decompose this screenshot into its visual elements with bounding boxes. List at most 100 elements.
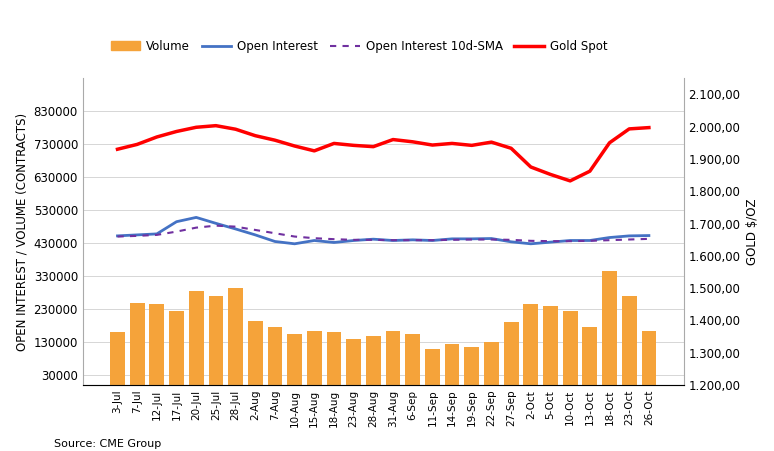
Gold Spot xyxy=(270,138,279,143)
Bar xyxy=(484,342,498,385)
Gold Spot xyxy=(526,164,536,170)
Gold Spot xyxy=(428,143,437,148)
Open Interest xyxy=(191,215,200,220)
Bar xyxy=(228,288,243,385)
Gold Spot xyxy=(191,124,200,130)
Gold Spot xyxy=(172,129,181,134)
Gold Spot xyxy=(506,146,515,151)
Gold Spot xyxy=(566,178,575,184)
Open Interest xyxy=(349,238,358,243)
Bar xyxy=(642,331,656,385)
Open Interest xyxy=(231,226,240,232)
Gold Spot xyxy=(644,125,653,130)
Bar xyxy=(543,306,558,385)
Gold Spot xyxy=(368,144,378,149)
Open Interest xyxy=(447,236,457,242)
Open Interest 10d-SMA xyxy=(231,224,240,230)
Open Interest 10d-SMA xyxy=(487,237,496,242)
Bar xyxy=(563,311,577,385)
Open Interest xyxy=(408,237,417,243)
Open Interest 10d-SMA xyxy=(605,238,615,243)
Bar xyxy=(110,332,125,385)
Open Interest xyxy=(625,233,634,239)
Bar xyxy=(583,327,598,385)
Open Interest 10d-SMA xyxy=(349,237,358,243)
Gold Spot xyxy=(310,148,319,153)
Gold Spot xyxy=(211,123,221,129)
Bar xyxy=(170,311,184,385)
Open Interest xyxy=(526,241,536,247)
Y-axis label: GOLD $/OZ: GOLD $/OZ xyxy=(746,198,759,265)
Open Interest 10d-SMA xyxy=(152,232,162,238)
Gold Spot xyxy=(625,126,634,132)
Gold Spot xyxy=(605,140,615,146)
Open Interest xyxy=(310,238,319,243)
Open Interest xyxy=(113,233,122,239)
Bar xyxy=(130,303,145,385)
Gold Spot xyxy=(349,143,358,148)
Gold Spot xyxy=(408,139,417,144)
Open Interest xyxy=(506,239,515,244)
Bar xyxy=(366,336,381,385)
Open Interest xyxy=(585,238,594,243)
Open Interest xyxy=(487,236,496,241)
Open Interest xyxy=(566,238,575,243)
Gold Spot xyxy=(585,169,594,174)
Open Interest 10d-SMA xyxy=(625,237,634,242)
Gold Spot xyxy=(132,142,142,147)
Open Interest 10d-SMA xyxy=(526,238,536,244)
Bar xyxy=(406,334,420,385)
Gold Spot xyxy=(231,127,240,132)
Open Interest xyxy=(211,221,221,226)
Open Interest 10d-SMA xyxy=(211,223,221,228)
Open Interest 10d-SMA xyxy=(408,238,417,243)
Open Interest xyxy=(428,238,437,243)
Open Interest 10d-SMA xyxy=(368,237,378,243)
Gold Spot xyxy=(330,141,339,146)
Open Interest xyxy=(251,232,260,238)
Gold Spot xyxy=(290,143,300,149)
Open Interest xyxy=(546,239,555,245)
Open Interest xyxy=(152,231,162,237)
Open Interest 10d-SMA xyxy=(585,238,594,244)
Bar xyxy=(189,291,204,385)
Legend: Volume, Open Interest, Open Interest 10d-SMA, Gold Spot: Volume, Open Interest, Open Interest 10d… xyxy=(106,35,612,57)
Open Interest 10d-SMA xyxy=(467,237,477,242)
Gold Spot xyxy=(113,147,122,152)
Open Interest xyxy=(330,240,339,245)
Bar xyxy=(602,271,617,385)
Gold Spot xyxy=(251,133,260,138)
Gold Spot xyxy=(487,139,496,145)
Open Interest xyxy=(389,238,398,243)
Open Interest 10d-SMA xyxy=(270,230,279,236)
Open Interest 10d-SMA xyxy=(566,239,575,244)
Open Interest xyxy=(467,236,477,242)
Line: Open Interest: Open Interest xyxy=(118,217,649,244)
Open Interest 10d-SMA xyxy=(290,234,300,239)
Open Interest 10d-SMA xyxy=(644,236,653,242)
Open Interest 10d-SMA xyxy=(310,235,319,241)
Open Interest 10d-SMA xyxy=(330,236,339,242)
Open Interest xyxy=(644,233,653,238)
Bar xyxy=(268,327,283,385)
Gold Spot xyxy=(546,172,555,177)
Open Interest xyxy=(605,235,615,240)
Open Interest 10d-SMA xyxy=(172,229,181,235)
Gold Spot xyxy=(467,143,477,148)
Gold Spot xyxy=(152,134,162,140)
Open Interest 10d-SMA xyxy=(132,233,142,239)
Open Interest xyxy=(172,219,181,225)
Open Interest xyxy=(368,236,378,242)
Line: Open Interest 10d-SMA: Open Interest 10d-SMA xyxy=(118,226,649,241)
Bar xyxy=(149,304,164,385)
Open Interest 10d-SMA xyxy=(506,237,515,243)
Open Interest 10d-SMA xyxy=(389,238,398,243)
Gold Spot xyxy=(389,137,398,142)
Text: Source: CME Group: Source: CME Group xyxy=(54,439,162,449)
Bar xyxy=(523,304,538,385)
Open Interest xyxy=(270,239,279,244)
Open Interest 10d-SMA xyxy=(447,237,457,243)
Bar xyxy=(504,322,519,385)
Bar xyxy=(622,296,636,385)
Open Interest 10d-SMA xyxy=(191,225,200,230)
